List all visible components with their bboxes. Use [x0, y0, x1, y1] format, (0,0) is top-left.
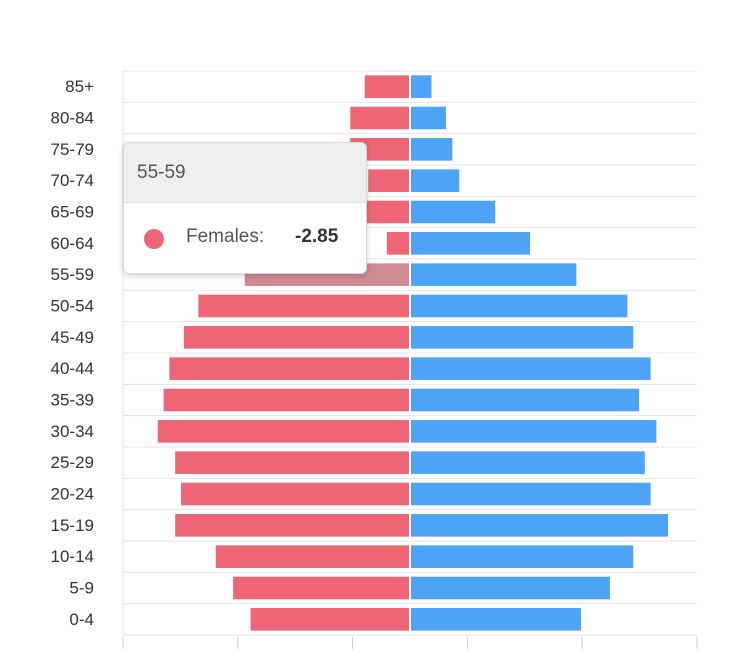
bars — [157, 75, 669, 631]
category-label-20-24: 20-24 — [51, 485, 94, 504]
bar-females-40-44[interactable] — [169, 357, 409, 380]
tooltip-series-name: Females: — [186, 226, 265, 247]
bar-males-40-44[interactable] — [411, 357, 651, 380]
bar-females-15-19[interactable] — [175, 514, 409, 537]
category-label-30-34: 30-34 — [51, 422, 94, 441]
bar-females-70-74[interactable] — [368, 169, 409, 192]
bar-males-75-79[interactable] — [411, 138, 453, 161]
bar-males-85+[interactable] — [411, 75, 432, 98]
tooltip-body: Females: -2.85 — [124, 203, 366, 273]
bar-males-0-4[interactable] — [411, 608, 582, 631]
category-label-0-4: 0-4 — [69, 610, 94, 629]
tooltip-title: 55-59 — [124, 143, 366, 203]
bar-females-20-24[interactable] — [180, 482, 409, 506]
bar-males-60-64[interactable] — [411, 232, 531, 255]
category-label-25-29: 25-29 — [51, 453, 94, 472]
category-label-75-79: 75-79 — [51, 140, 94, 159]
bar-males-55-59[interactable] — [411, 263, 577, 286]
category-label-70-74: 70-74 — [51, 171, 94, 190]
bar-males-15-19[interactable] — [411, 514, 669, 537]
bar-females-30-34[interactable] — [157, 420, 409, 443]
category-label-45-49: 45-49 — [51, 328, 94, 347]
bar-females-80-84[interactable] — [350, 106, 409, 130]
category-label-10-14: 10-14 — [51, 547, 94, 566]
bar-females-50-54[interactable] — [198, 294, 409, 318]
chart-tooltip: 55-59 Females: -2.85 — [123, 142, 367, 274]
bar-females-0-4[interactable] — [250, 608, 409, 631]
bar-females-25-29[interactable] — [175, 451, 409, 474]
category-label-85+: 85+ — [65, 77, 94, 96]
category-label-5-9: 5-9 — [69, 579, 94, 598]
category-label-50-54: 50-54 — [51, 297, 94, 316]
bar-males-20-24[interactable] — [411, 482, 651, 506]
bar-males-65-69[interactable] — [411, 200, 496, 224]
bar-males-10-14[interactable] — [411, 545, 634, 568]
bar-females-10-14[interactable] — [215, 545, 409, 568]
bar-males-45-49[interactable] — [411, 326, 634, 349]
category-label-15-19: 15-19 — [51, 516, 94, 535]
category-label-60-64: 60-64 — [51, 234, 94, 253]
category-label-65-69: 65-69 — [51, 203, 94, 222]
bar-males-5-9[interactable] — [411, 576, 611, 600]
bar-females-45-49[interactable] — [183, 326, 409, 349]
bar-females-35-39[interactable] — [163, 388, 409, 412]
bar-males-80-84[interactable] — [411, 106, 446, 130]
bar-males-35-39[interactable] — [411, 388, 640, 412]
category-axis-labels: 85+ 80-84 75-79 70-74 65-69 60-64 55-59 50-54 45… — [51, 77, 95, 629]
bar-females-60-64[interactable] — [386, 232, 409, 255]
tooltip-value: -2.85 — [295, 226, 339, 247]
bar-males-70-74[interactable] — [411, 169, 460, 192]
category-label-35-39: 35-39 — [51, 391, 94, 410]
bar-males-30-34[interactable] — [411, 420, 657, 443]
value-axis — [122, 637, 698, 649]
category-label-55-59: 55-59 — [51, 265, 94, 284]
category-label-80-84: 80-84 — [51, 109, 94, 128]
bar-females-5-9[interactable] — [233, 576, 409, 600]
tooltip-series-marker-icon — [144, 229, 164, 249]
category-label-40-44: 40-44 — [51, 359, 94, 378]
bar-females-85+[interactable] — [364, 75, 409, 98]
bar-males-25-29[interactable] — [411, 451, 645, 474]
bar-males-50-54[interactable] — [411, 294, 628, 318]
